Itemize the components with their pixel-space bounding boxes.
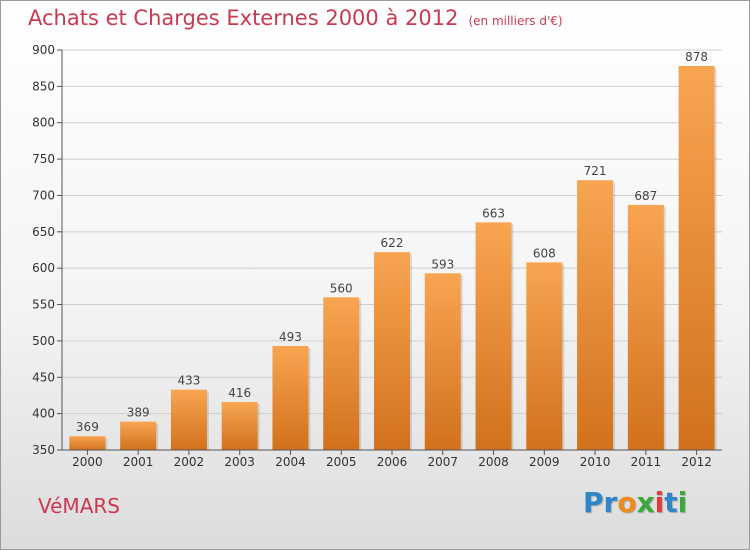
logo-letter: x: [636, 486, 655, 519]
proxiti-logo[interactable]: Proxiti: [583, 486, 687, 519]
bar-value-label: 493: [279, 330, 302, 344]
logo-letter: P: [583, 486, 604, 519]
x-tick-label: 2006: [377, 455, 408, 469]
chart-subtitle: (en milliers d'€): [468, 14, 563, 28]
bar-value-label: 593: [431, 257, 454, 271]
bar: [475, 222, 512, 450]
bar-value-label: 560: [330, 281, 353, 295]
x-tick-label: 2001: [123, 455, 154, 469]
x-axis: 2000 2001 2002 2003 2004 2005 2006 2007 2008 2009…: [62, 449, 722, 469]
y-tick-label: 900: [32, 43, 55, 57]
logo-letter: t: [664, 486, 678, 519]
bar-value-label: 433: [177, 374, 200, 388]
bar-value-label: 369: [76, 420, 99, 434]
bar-value-label: 608: [533, 246, 556, 260]
logo-letter: i: [677, 486, 688, 519]
y-tick-label: 500: [32, 334, 55, 348]
y-tick-label: 350: [32, 443, 55, 457]
bar: [170, 389, 207, 450]
bar-value-label: 416: [228, 386, 251, 400]
bar: [424, 273, 461, 450]
commune-name: VéMARS: [38, 494, 120, 518]
bar-value-label: 622: [381, 236, 404, 250]
chart-title: Achats et Charges Externes 2000 à 2012: [28, 6, 459, 30]
logo-letter: i: [654, 486, 665, 519]
bar: [272, 346, 309, 450]
x-tick-label: 2010: [580, 455, 611, 469]
chart-header: Achats et Charges Externes 2000 à 2012 (e…: [28, 6, 563, 30]
bar-value-label: 389: [127, 406, 150, 420]
y-tick-label: 850: [32, 79, 55, 93]
x-tick-label: 2011: [631, 455, 662, 469]
y-tick-label: 750: [32, 152, 55, 166]
x-tick-label: 2003: [224, 455, 255, 469]
bar: [69, 436, 106, 450]
bar: [221, 402, 258, 450]
bar-value-label: 721: [584, 164, 607, 178]
y-tick-label: 450: [32, 370, 55, 384]
bar: [120, 421, 157, 450]
logo-letter: o: [617, 486, 637, 519]
y-tick-label: 400: [32, 407, 55, 421]
x-tick-label: 2012: [681, 455, 712, 469]
y-tick-label: 550: [32, 298, 55, 312]
y-tick-label: 700: [32, 188, 55, 202]
logo-letter: r: [603, 486, 618, 519]
bar: [678, 66, 715, 450]
bar: [627, 204, 664, 450]
y-axis: 350 400 450 500 550 600 650 700 750 800 850 900: [32, 43, 63, 457]
x-tick-label: 2005: [326, 455, 357, 469]
bars: [69, 66, 717, 450]
bar-value-label: 878: [685, 50, 708, 64]
bar: [577, 180, 614, 450]
bar: [323, 297, 360, 450]
bar: [526, 262, 563, 450]
bar-value-label: 687: [634, 189, 657, 203]
x-tick-label: 2004: [275, 455, 306, 469]
x-tick-label: 2000: [72, 455, 103, 469]
y-tick-label: 600: [32, 261, 55, 275]
x-tick-label: 2009: [529, 455, 560, 469]
x-tick-label: 2002: [174, 455, 205, 469]
value-labels: 369 389 433 416 493 560 622 593 663 608 721 687 878: [76, 50, 708, 434]
x-tick-label: 2007: [427, 455, 458, 469]
y-tick-label: 800: [32, 116, 55, 130]
x-tick-label: 2008: [478, 455, 509, 469]
bar-value-label: 663: [482, 206, 505, 220]
y-tick-label: 650: [32, 225, 55, 239]
bar: [374, 252, 410, 450]
